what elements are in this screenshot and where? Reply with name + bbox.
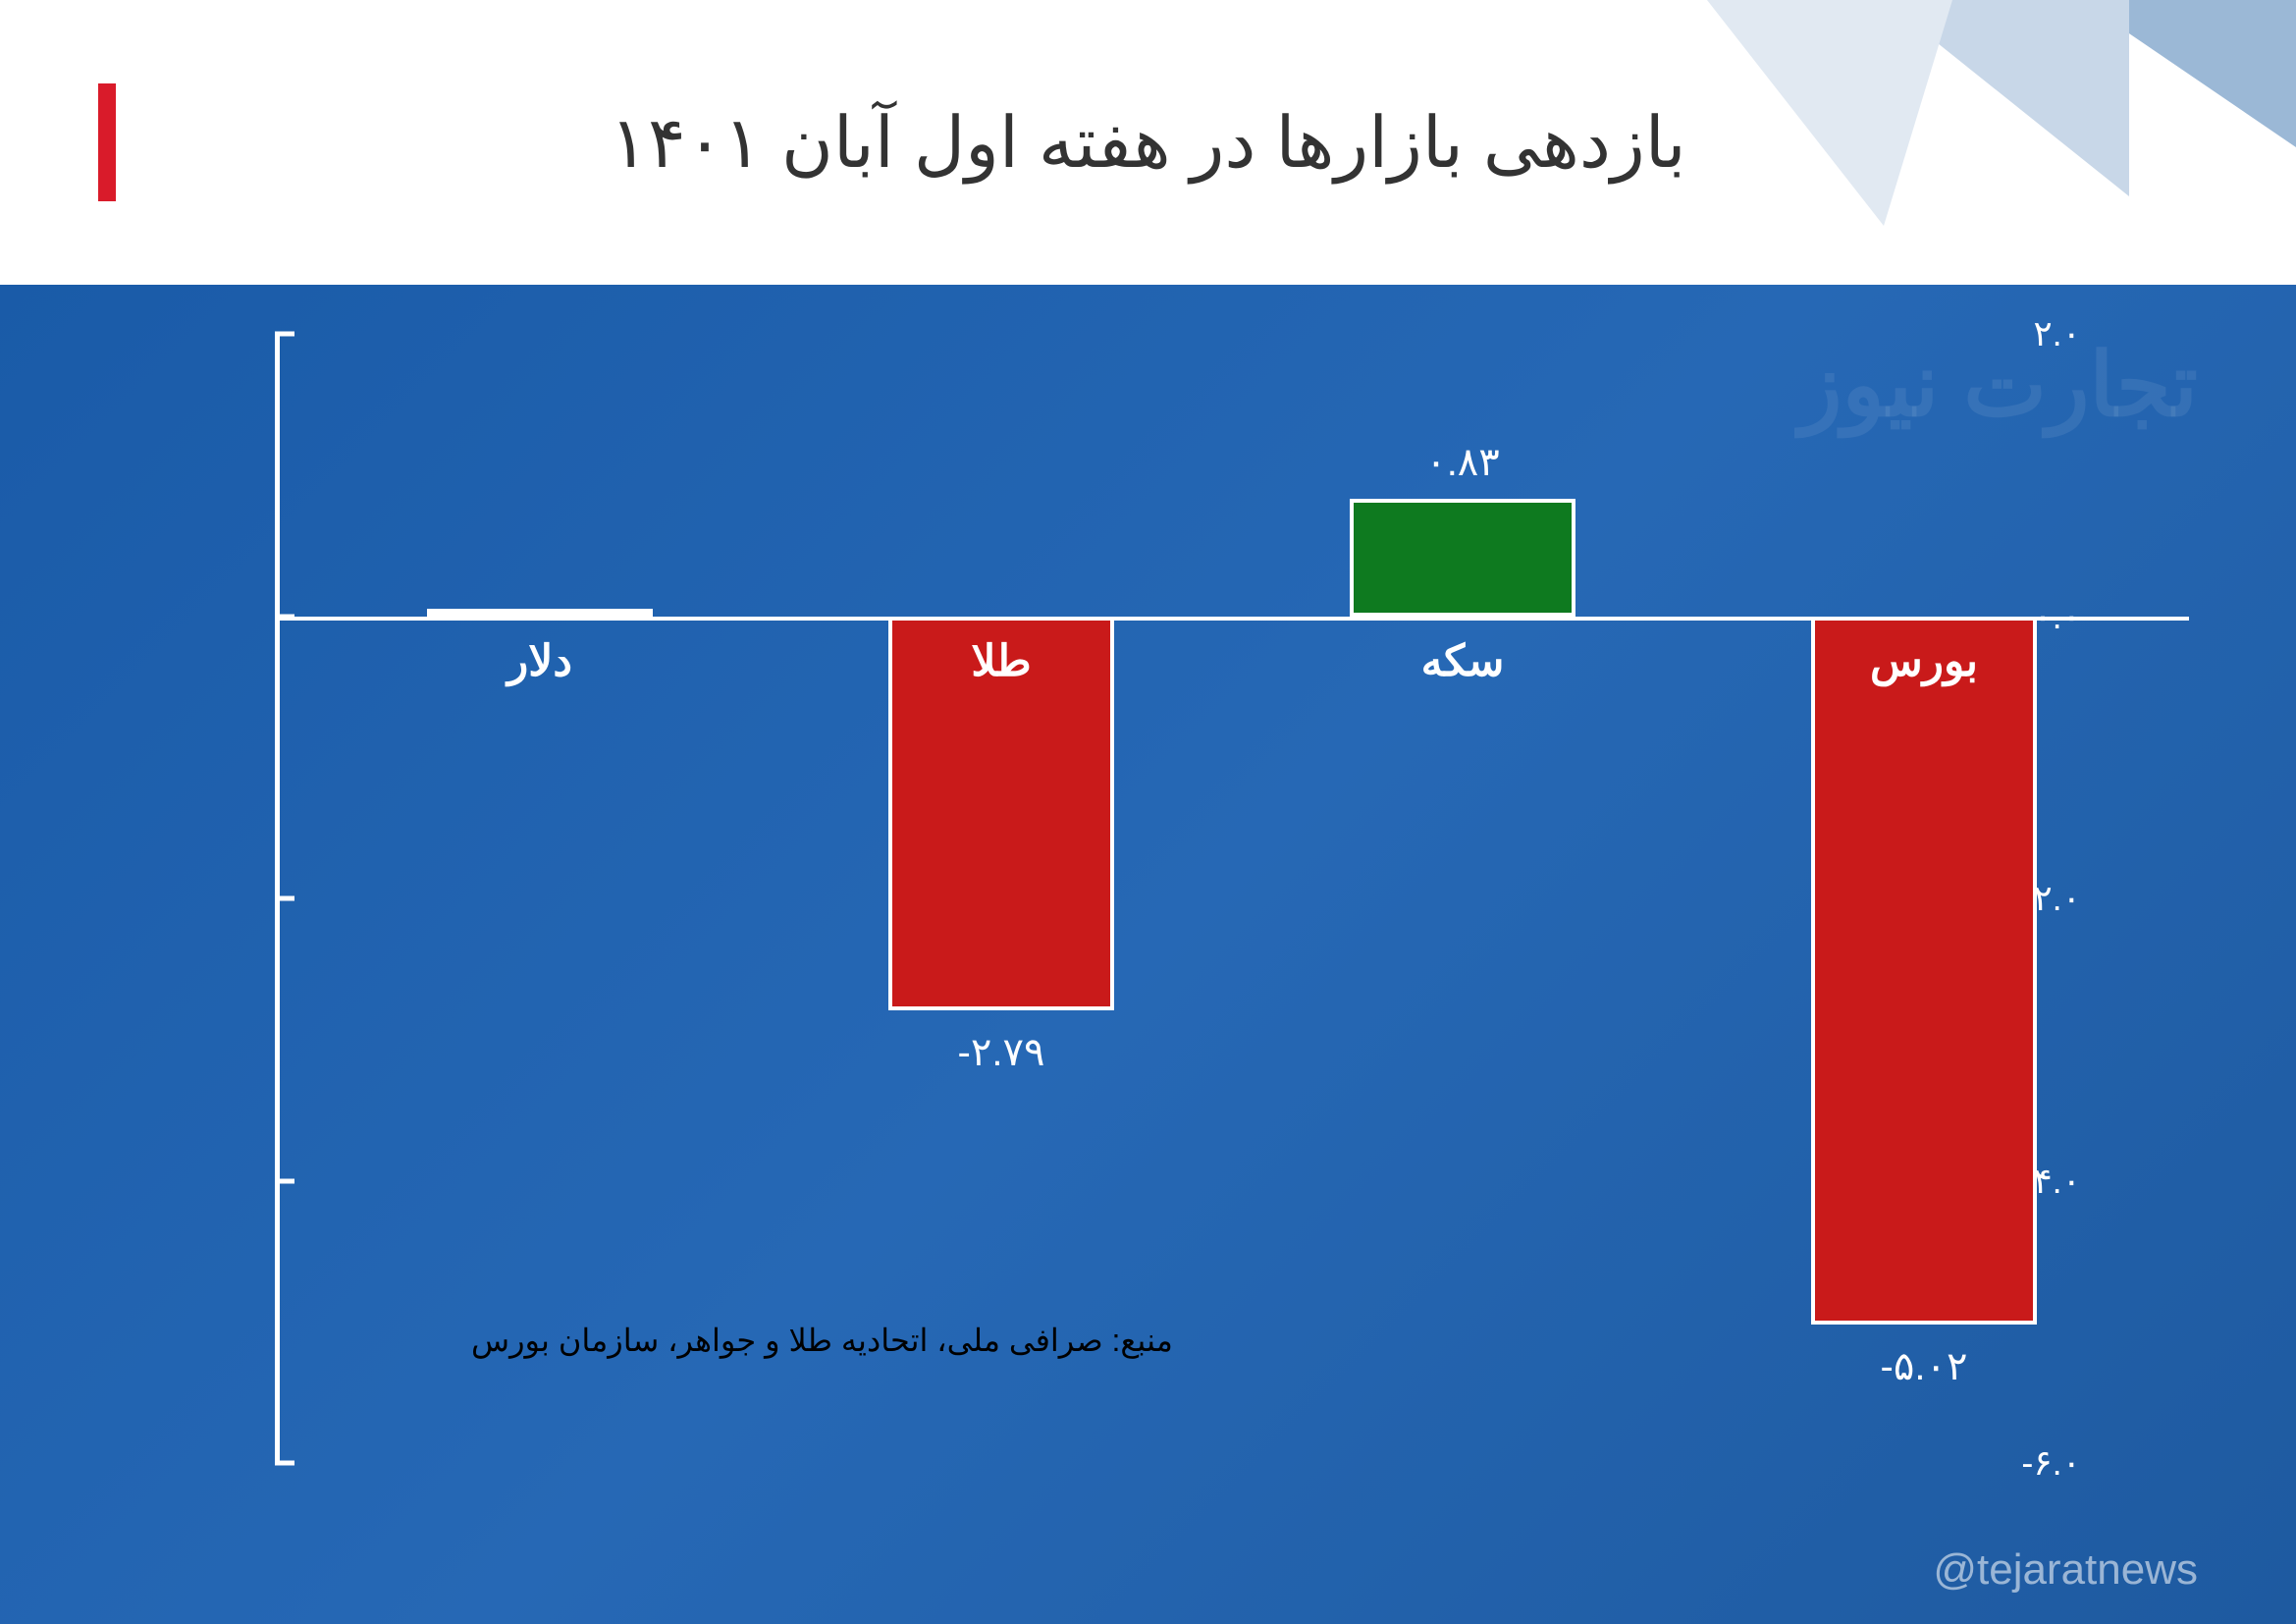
y-tick-mark [275, 332, 294, 337]
bar-value-label: ۰.۸۳ [1425, 440, 1500, 485]
bar-category-label: دلار [507, 636, 572, 686]
source-text: منبع: صرافی ملی، اتحادیه طلا و جواهر، سا… [471, 1322, 1173, 1359]
y-tick-mark [275, 1461, 294, 1466]
bar-category-label: سکه [1421, 636, 1505, 686]
plot: ۲.۰۰.۰۲.۰-۴.۰-۶.۰- دلارطلا۲.۷۹-سکه۰.۸۳بو… [177, 334, 2189, 1463]
header: بازدهی بازارها در هفته اول آبان ۱۴۰۱ [0, 0, 2296, 285]
y-tick-mark [275, 896, 294, 901]
chart-area: تجارت نیوز ۲.۰۰.۰۲.۰-۴.۰-۶.۰- دلارطلا۲.۷… [0, 285, 2296, 1624]
bar-category-label: بورس [1870, 636, 1978, 686]
bar-value-label: ۲.۷۹- [958, 1030, 1045, 1075]
bar-0 [427, 609, 653, 617]
y-tick-label: ۶.۰- [2021, 1442, 2081, 1484]
chart-title: بازدهی بازارها در هفته اول آبان ۱۴۰۱ [610, 101, 1685, 184]
bar-2 [1350, 499, 1575, 616]
header-triangles [1707, 0, 2296, 285]
bar-value-label: ۵.۰۲- [1881, 1344, 1968, 1389]
bar-3 [1811, 617, 2037, 1326]
accent-bar [98, 83, 116, 201]
bar-category-label: طلا [971, 636, 1031, 686]
y-tick-label: ۲.۰ [2033, 313, 2081, 354]
handle: @tejaratnews [1933, 1545, 2198, 1595]
y-tick-mark [275, 1178, 294, 1183]
